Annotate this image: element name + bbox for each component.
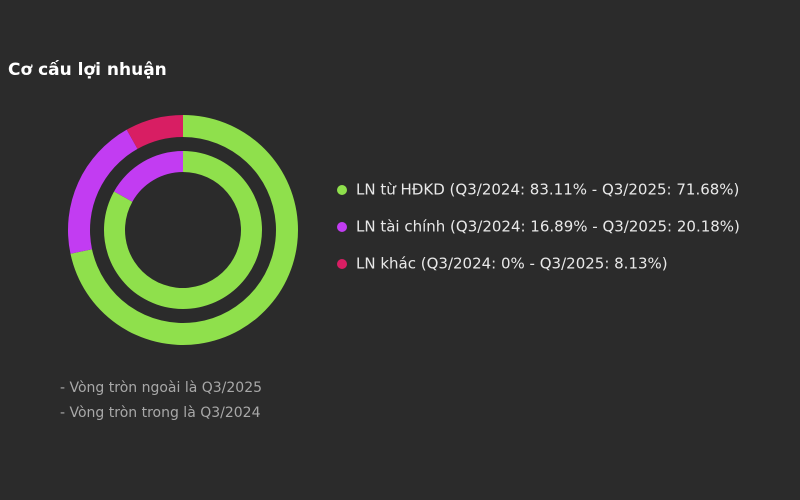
legend-label: LN khác (Q3/2024: 0% - Q3/2025: 8.13%) xyxy=(356,255,668,273)
donut-segment xyxy=(68,129,138,254)
note: - Vòng tròn trong là Q3/2024 xyxy=(60,405,261,421)
legend-marker xyxy=(337,185,347,195)
legend-marker xyxy=(337,259,347,269)
legend-label: LN từ HĐKD (Q3/2024: 83.11% - Q3/2025: 7… xyxy=(356,181,739,199)
donut-segment xyxy=(126,115,183,149)
legend-marker xyxy=(337,222,347,232)
donut-segment xyxy=(114,151,183,202)
chart-title: Cơ cấu lợi nhuận xyxy=(8,59,167,80)
legend-label: LN tài chính (Q3/2024: 16.89% - Q3/2025:… xyxy=(356,218,740,236)
note: - Vòng tròn ngoài là Q3/2025 xyxy=(60,380,262,396)
